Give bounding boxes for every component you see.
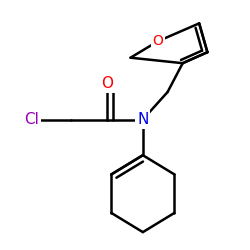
- Text: O: O: [101, 76, 113, 91]
- Text: Cl: Cl: [24, 112, 39, 127]
- Text: N: N: [137, 112, 148, 127]
- Text: O: O: [152, 34, 164, 48]
